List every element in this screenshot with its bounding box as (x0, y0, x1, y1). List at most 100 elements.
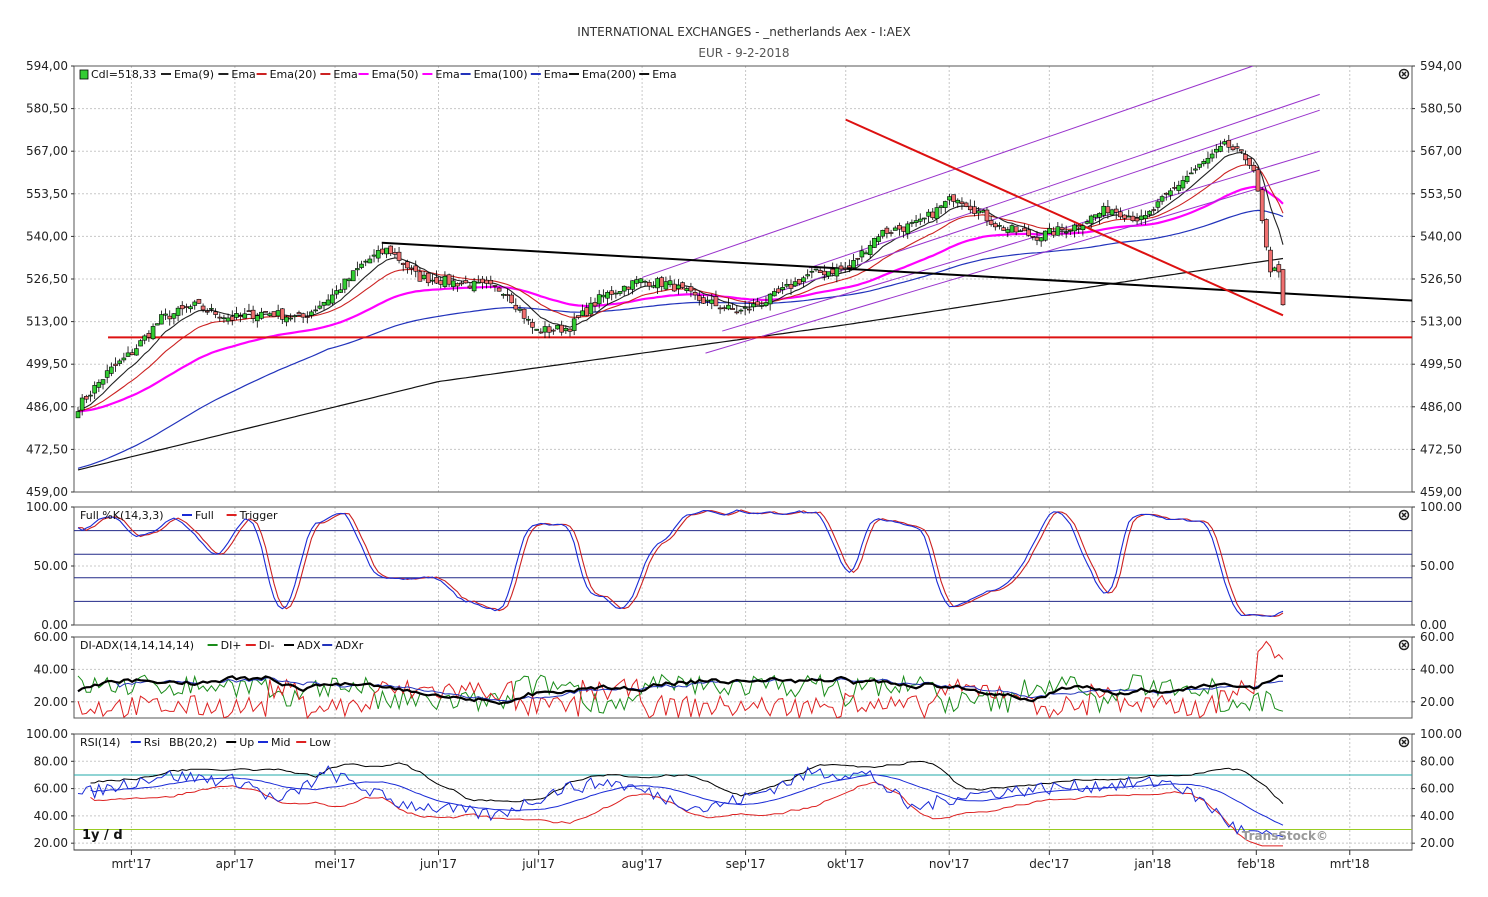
candle (880, 229, 886, 237)
candle (1138, 215, 1144, 220)
candle (450, 280, 456, 287)
candle (901, 226, 906, 232)
candle (1268, 249, 1273, 273)
candle (300, 313, 306, 318)
candle (1155, 201, 1161, 208)
candle (204, 310, 210, 313)
candle (788, 284, 794, 289)
candle (434, 277, 439, 284)
candle (696, 295, 702, 301)
candle (1239, 149, 1244, 152)
price-y-label-left: 513,00 (26, 315, 68, 329)
candle (592, 302, 598, 307)
ema50-line (77, 185, 1284, 413)
candle (792, 281, 798, 287)
candle (705, 299, 710, 302)
x-tick-label: jul'17 (521, 857, 555, 871)
candle (104, 370, 110, 378)
price-y-label-right: 594,00 (1420, 59, 1462, 73)
candle (375, 250, 381, 259)
candle (129, 352, 135, 355)
candle (576, 315, 581, 318)
legend-label: Ema(50) (372, 68, 419, 81)
rsi-panel (74, 760, 1412, 847)
candle (1251, 165, 1257, 171)
candle (730, 308, 735, 310)
candle (884, 227, 890, 234)
candle (475, 281, 481, 284)
ema9-line (77, 151, 1284, 412)
candle (1147, 210, 1152, 215)
stoch-y-label-right: 100.00 (1420, 500, 1462, 514)
stoch-trigger-line (78, 509, 1284, 617)
candle (242, 313, 248, 319)
candle (1226, 139, 1232, 148)
di-plus-line (77, 673, 1284, 715)
candle (446, 274, 452, 285)
candle (117, 360, 122, 364)
rsi-y-label-left: 100.00 (26, 727, 68, 741)
candle (1101, 205, 1107, 216)
candle (1047, 228, 1052, 234)
candle (167, 315, 173, 320)
candle (772, 291, 777, 297)
candle (1197, 163, 1202, 168)
candle (684, 288, 690, 292)
candle (805, 274, 810, 277)
price-y-label-right: 499,50 (1420, 357, 1462, 371)
channel-top-1 (641, 66, 1254, 278)
candle (1030, 235, 1036, 238)
candle (1122, 214, 1127, 219)
x-tick-label: mrt'17 (111, 857, 151, 871)
candle (380, 248, 385, 254)
candle (1243, 154, 1248, 161)
stoch-y-label-left: 50.00 (34, 559, 68, 573)
candle (313, 309, 318, 312)
candle (713, 296, 719, 307)
candle (988, 220, 994, 225)
candle (184, 306, 189, 308)
candle (142, 335, 148, 341)
ema200-line (77, 257, 1284, 471)
trendline-red-downtrend (845, 118, 1284, 317)
candle (963, 202, 969, 207)
brand-watermark: TransStock© (1241, 829, 1328, 843)
candle (321, 301, 327, 306)
candle (100, 379, 106, 385)
candle (188, 306, 193, 310)
candle (234, 313, 239, 318)
price-y-label-right: 486,00 (1420, 400, 1462, 414)
candle (134, 348, 139, 356)
legend-label: DI-ADX(14,14,14,14) (80, 639, 194, 652)
candle (1018, 230, 1023, 233)
candle (317, 305, 323, 309)
legend-label: Ema(20) (270, 68, 317, 81)
adxr-line (77, 676, 1284, 702)
candle (225, 317, 231, 322)
candle (997, 225, 1002, 227)
candle (855, 258, 861, 260)
candle (1022, 227, 1027, 232)
candle (480, 278, 485, 284)
candle (571, 318, 577, 331)
candle (309, 311, 314, 316)
candle (521, 308, 527, 319)
candle (797, 279, 802, 285)
candle (755, 301, 760, 306)
candle (780, 287, 785, 290)
candle (1105, 206, 1111, 214)
price-y-label-left: 553,50 (26, 187, 68, 201)
candle (175, 307, 181, 316)
candle (613, 292, 619, 295)
candle (1063, 231, 1069, 234)
candle (1201, 161, 1207, 165)
candle (442, 275, 448, 287)
candle (951, 194, 956, 202)
bb-up-line (90, 760, 1284, 804)
candle (267, 313, 273, 316)
candle (363, 260, 368, 263)
candle (1193, 168, 1198, 171)
candle (505, 294, 510, 296)
candle (1172, 187, 1177, 189)
candle (1188, 172, 1194, 175)
